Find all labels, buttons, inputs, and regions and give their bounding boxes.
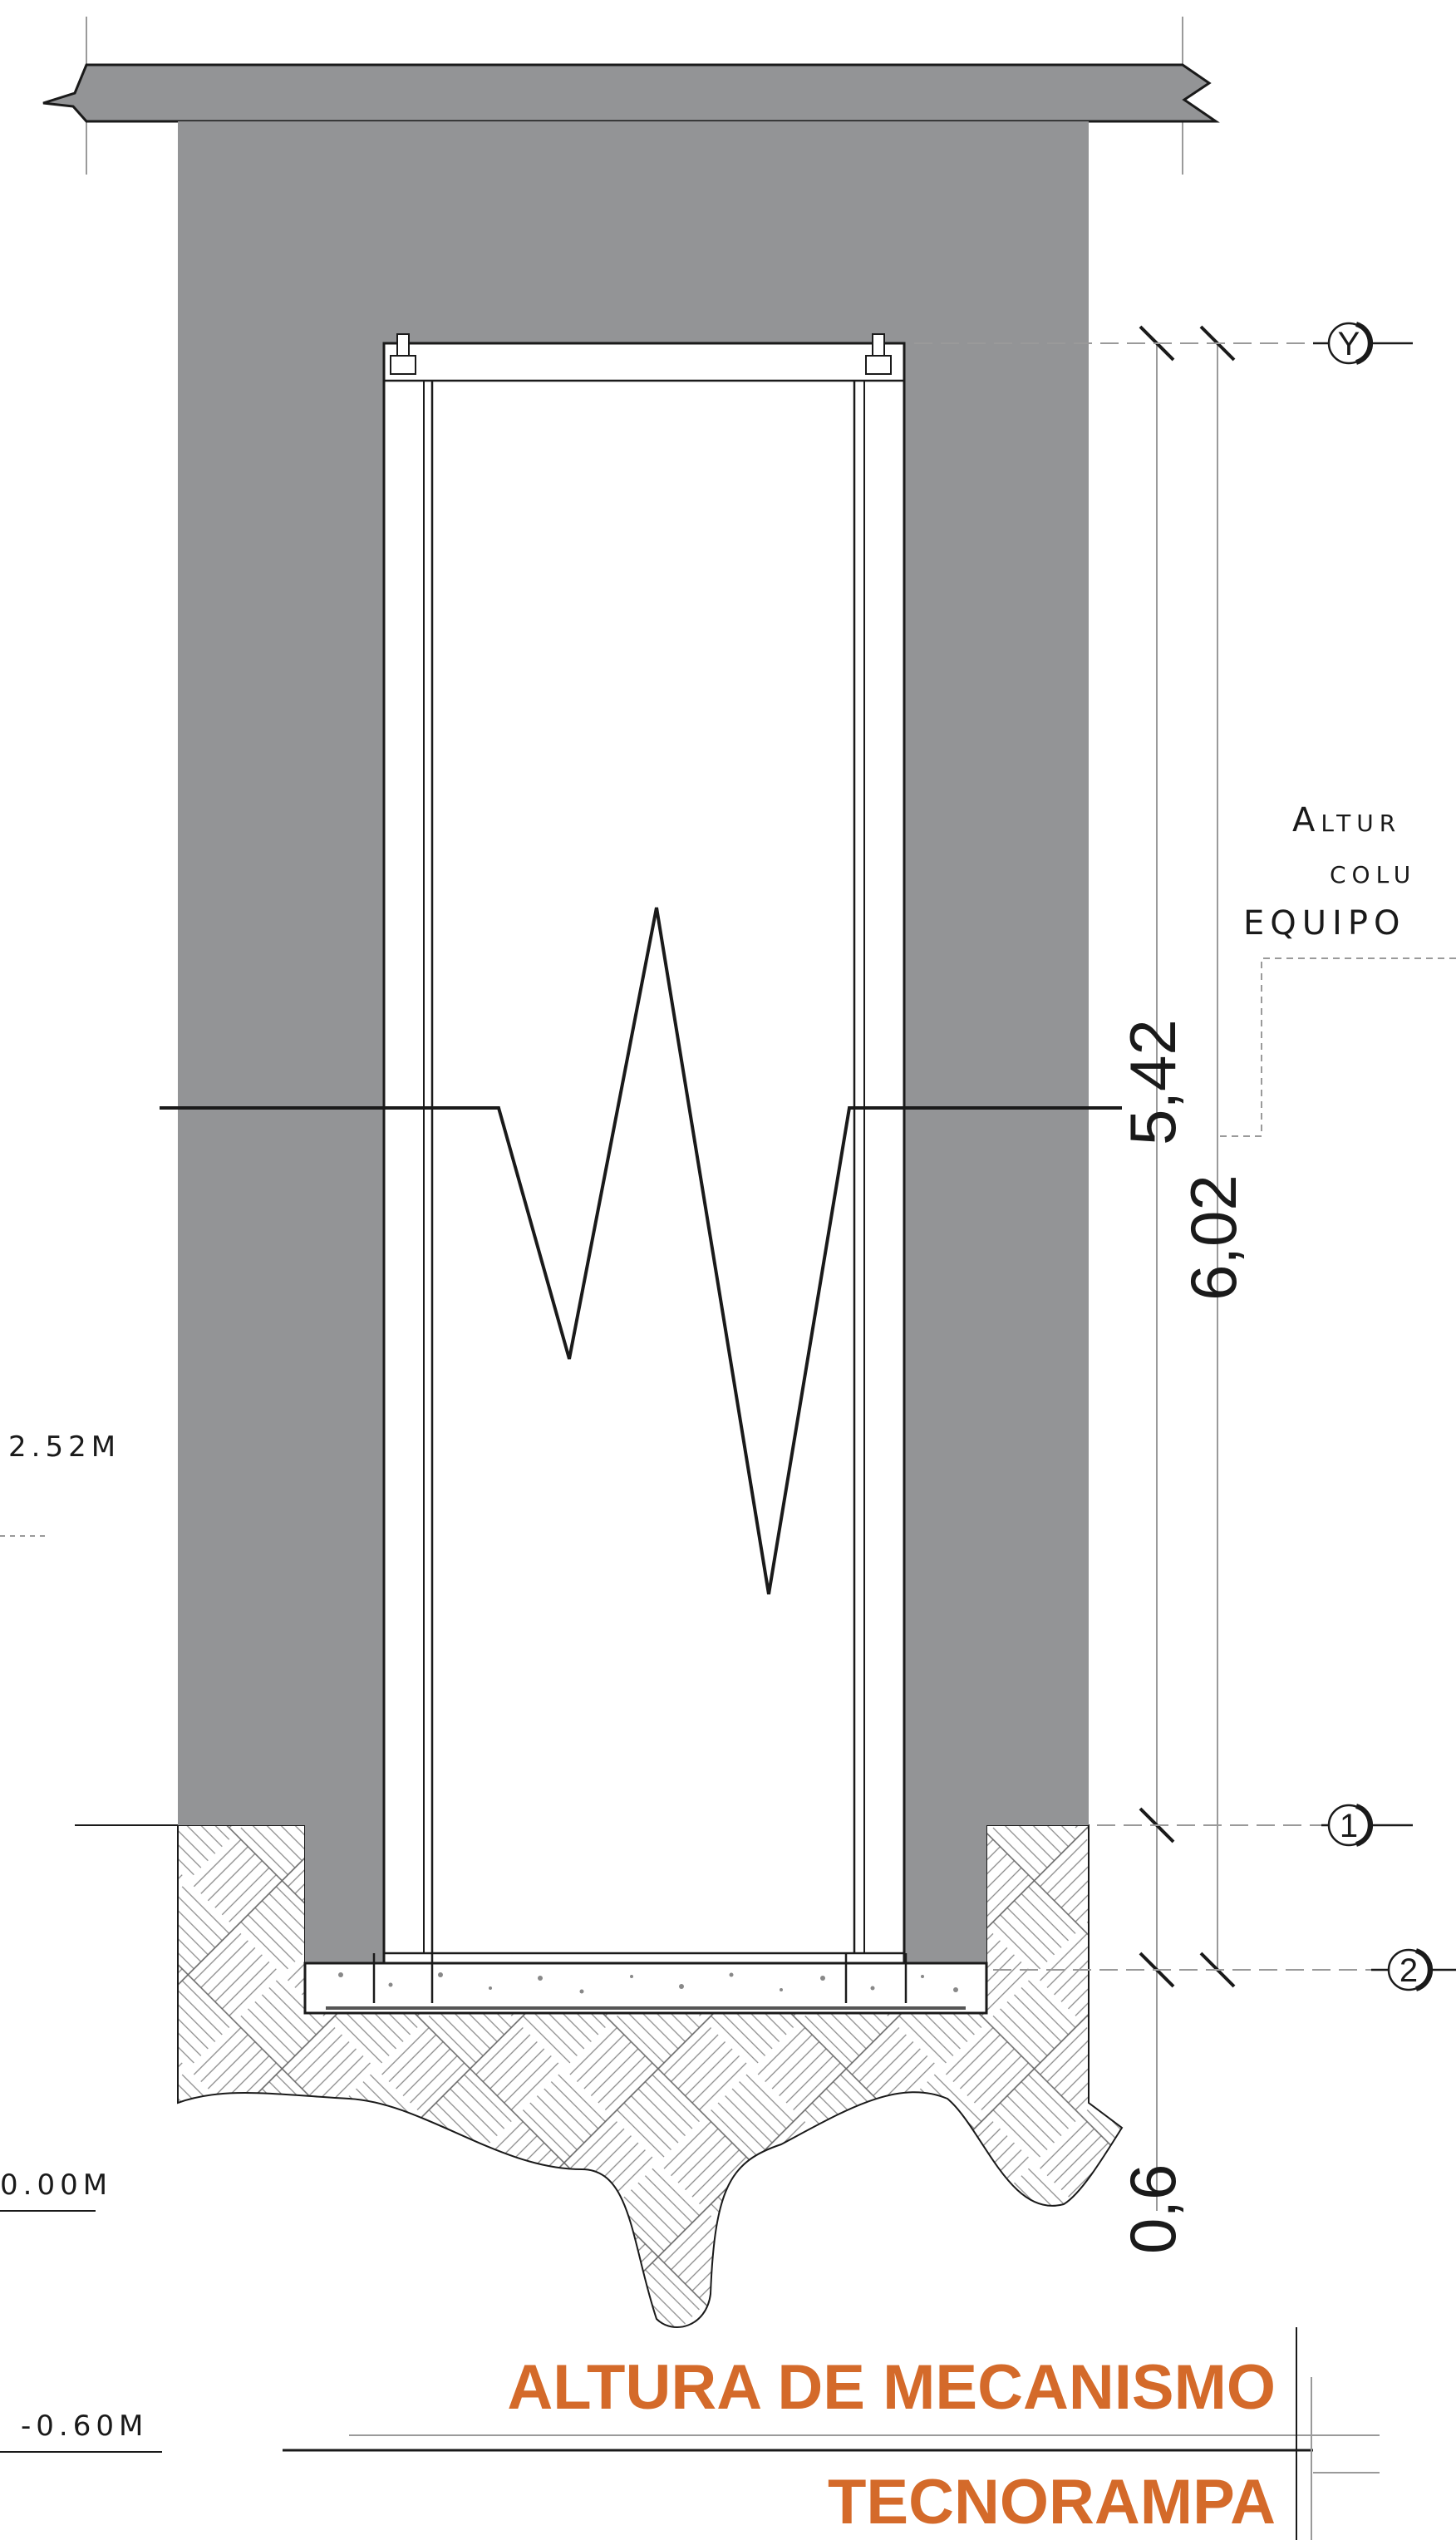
title-sub: TECNORAMPA	[828, 2467, 1276, 2538]
top-bolts	[390, 333, 892, 375]
axis-label-1: 1	[1340, 1808, 1358, 1844]
concrete-base	[303, 1962, 988, 2015]
axis-extension-lines	[914, 342, 1371, 1971]
axis-marker-1: 1	[1321, 1804, 1413, 1847]
top-slab	[42, 63, 1220, 123]
level-label-zero: 0.00m	[0, 2168, 112, 2202]
mechanism-frame	[382, 342, 906, 1965]
axis-label-y: Y	[1338, 326, 1360, 362]
note-leader	[1217, 957, 1456, 1137]
axis-marker-y: Y	[1313, 322, 1413, 365]
anchor-bolts	[372, 1953, 908, 2003]
note-line-3: equipo	[1243, 904, 1405, 943]
title-main: ALTURA DE MECANISMO	[507, 2352, 1276, 2423]
note-line-2: colu	[1330, 853, 1416, 891]
dim-ticks	[1139, 325, 1236, 1988]
level-label-mid: 2.52m	[8, 1430, 121, 1464]
base-aggregate	[338, 1972, 958, 1994]
break-line	[160, 907, 1122, 1595]
dim-label-inner: 5,42	[1116, 1019, 1189, 1145]
pit-walls	[178, 121, 1089, 1970]
axis-marker-2: 2	[1371, 1948, 1456, 1991]
axis-label-2: 2	[1399, 1952, 1418, 1989]
note-line-1: Altur	[1292, 801, 1401, 839]
level-label-pit: -0.60m	[21, 2410, 148, 2443]
dim-label-pit: 0,6	[1116, 2164, 1189, 2254]
soil-mass	[177, 1824, 1124, 2328]
dim-label-outer: 6,02	[1177, 1174, 1250, 1301]
